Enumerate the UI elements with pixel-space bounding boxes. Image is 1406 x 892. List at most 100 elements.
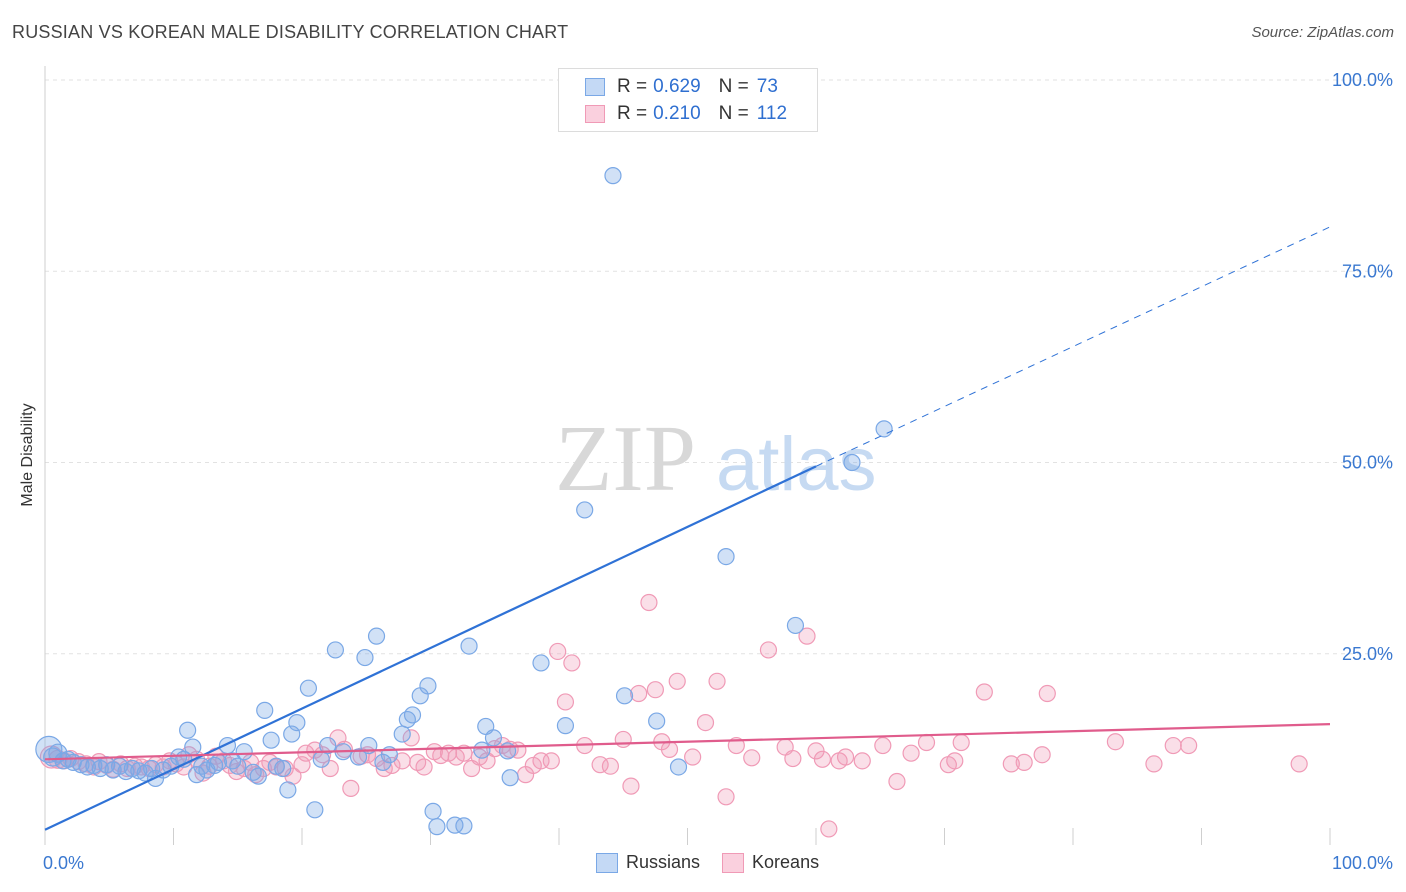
korean-point (813, 750, 832, 768)
russian-point (473, 741, 491, 759)
korean-point (1033, 746, 1051, 764)
russian-point (262, 731, 280, 749)
korean-point (470, 748, 488, 766)
korean-point (622, 777, 640, 795)
russian-point (349, 748, 368, 766)
russian-point (235, 743, 253, 761)
russians-r-label: R = (617, 76, 648, 97)
korean-point (1106, 733, 1125, 751)
russian-point (556, 717, 575, 735)
y-tick-label: 25.0% (1342, 644, 1393, 664)
russian-point (875, 420, 893, 438)
russian-point (279, 781, 297, 799)
korean-point (708, 672, 726, 690)
russian-point (326, 641, 345, 659)
russians-trend-line (44, 465, 817, 831)
korean-point (798, 627, 816, 645)
series-legend: Russians Koreans (596, 852, 841, 873)
russians-n-value: 73 (756, 76, 778, 97)
korean-point (542, 752, 560, 770)
russian-point (460, 637, 478, 655)
korean-point (1180, 736, 1198, 755)
korean-point (784, 749, 802, 768)
korean-point (902, 744, 920, 762)
legend-koreans-label: Koreans (752, 852, 820, 872)
watermark-zip: ZIP (555, 407, 696, 511)
russian-point (403, 706, 422, 724)
korean-point (743, 749, 761, 767)
y-axis-label: Male Disability (19, 403, 36, 507)
watermark-atlas: atlas (716, 422, 877, 507)
koreans-r-label: R = (617, 103, 648, 124)
y-tick-label: 75.0% (1342, 261, 1393, 281)
korean-point (696, 713, 715, 732)
korean-point (640, 593, 658, 612)
russian-point (717, 547, 735, 566)
korean-point (563, 654, 581, 672)
korean-point (836, 748, 855, 766)
korean-point (853, 752, 871, 770)
korean-point (321, 759, 339, 778)
korean-point (820, 820, 838, 838)
koreans-n-label: N = (718, 103, 749, 124)
russian-point (398, 710, 416, 729)
korean-point (874, 736, 892, 755)
koreans-swatch (585, 105, 605, 123)
korean-point (1290, 755, 1308, 773)
russian-point (299, 679, 318, 697)
russian-point (179, 721, 197, 739)
russian-point (576, 501, 594, 519)
russian-point (249, 767, 267, 785)
chart-title: RUSSIAN VS KOREAN MALE DISABILITY CORREL… (12, 22, 569, 42)
russians-n-label: N = (718, 76, 749, 97)
koreans-n-value: 112 (756, 103, 788, 124)
korean-point (478, 752, 496, 770)
korean-point (1015, 753, 1033, 771)
korean-point (1002, 755, 1020, 773)
russian-point (188, 766, 206, 784)
russian-point (229, 757, 247, 775)
korean-point (402, 729, 420, 747)
russian-point (43, 747, 63, 767)
korean-point (646, 681, 664, 699)
russian-point (455, 817, 473, 835)
russian-point (393, 725, 411, 743)
russian-point (319, 736, 337, 755)
russian-point (532, 654, 550, 672)
chart-source: Source: ZipAtlas.com (1251, 24, 1394, 41)
korean-point (759, 641, 778, 659)
russian-point (356, 648, 374, 667)
legend-russians-swatch (596, 852, 618, 873)
korean-point (888, 772, 906, 791)
koreans-points (39, 593, 1308, 838)
russian-point (786, 616, 805, 635)
russian-point (499, 742, 517, 760)
korean-point (614, 730, 632, 749)
watermark: ZIP atlas (555, 407, 877, 511)
korean-point (684, 748, 702, 766)
russian-point (274, 759, 292, 778)
russian-point (184, 738, 202, 756)
russian-point (648, 712, 666, 730)
korean-point (917, 733, 936, 752)
korean-point (342, 779, 360, 797)
y-tick-label: 50.0% (1342, 453, 1393, 473)
korean-point (660, 740, 679, 758)
russian-point (306, 801, 324, 819)
russian-point (484, 729, 503, 747)
russian-point (501, 769, 519, 787)
trend-lines (44, 226, 1331, 831)
russian-point (209, 753, 228, 771)
legend-russians-label: Russians (626, 852, 701, 872)
legend-row-koreans: R = 0.210 N = 112 (585, 101, 787, 127)
russian-point (419, 677, 437, 695)
legend-koreans-swatch (722, 852, 745, 873)
grid-layer (45, 79, 1392, 655)
tick-labels: 100.0% 75.0% 50.0% 25.0% 0.0% 100.0% (43, 70, 1393, 873)
korean-point (630, 684, 648, 703)
korean-point (946, 752, 964, 770)
korean-point (601, 757, 620, 775)
korean-point (383, 756, 401, 775)
russians-trend-extension (815, 226, 1331, 467)
stats-legend: R = 0.629 N = 73 R = 0.210 N = 112 (558, 68, 818, 132)
